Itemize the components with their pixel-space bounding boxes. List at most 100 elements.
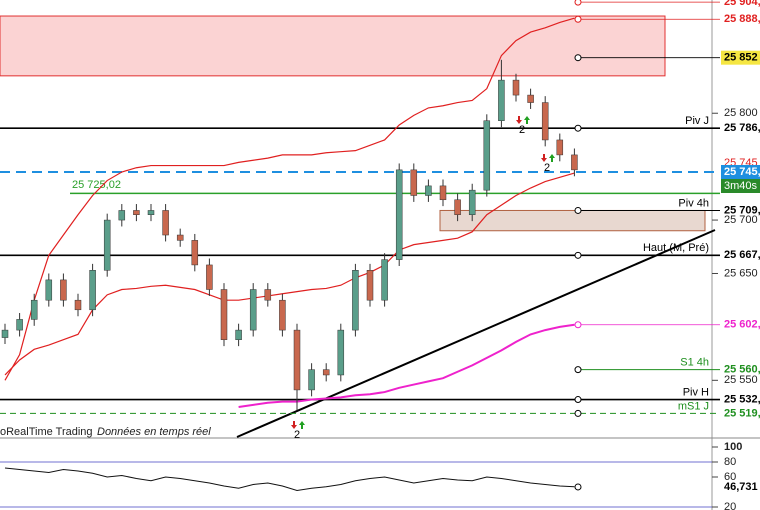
current-price: 25 745, (724, 166, 760, 178)
y-tick-label: 25 650 (724, 267, 758, 279)
candle-body (454, 199, 461, 215)
candle-body (16, 319, 23, 331)
y-tick-label: 25 800 (724, 107, 758, 119)
candle-body (45, 279, 53, 301)
level-marker (574, 124, 582, 132)
candle-body (322, 369, 330, 376)
candle-body (308, 369, 315, 391)
signal-arrow-down (516, 116, 522, 124)
level-marker (574, 206, 582, 214)
candle-body (556, 139, 564, 156)
marker-label: 25 852 (724, 52, 758, 64)
level-label: S1 4h (680, 357, 709, 369)
signal-arrow-down (541, 154, 547, 162)
marker-dot (574, 321, 582, 329)
candle-body (293, 329, 301, 391)
timer: 3m40s (724, 180, 758, 192)
candle-body (483, 120, 491, 191)
marker-dot (574, 54, 582, 62)
level-price: 25 786, (724, 122, 760, 134)
level-label: Haut (M, Pré) (643, 242, 709, 254)
reference-label: 25 725,02 (72, 179, 121, 191)
candle-body (366, 270, 374, 301)
candle-body (512, 79, 520, 96)
signal-label: 2 (294, 429, 300, 441)
candle-body (176, 234, 184, 241)
zone (439, 209, 706, 232)
candle-body (541, 102, 549, 141)
oscillator-line (4, 467, 575, 492)
marker-label: 25 602, (724, 319, 760, 331)
level-marker (574, 251, 582, 259)
candle-body (30, 299, 38, 320)
candle-body (468, 189, 476, 215)
source-note: Données en temps réel (97, 426, 211, 438)
candle-body (381, 259, 388, 301)
level-price: 25 667, (724, 249, 760, 261)
marker-dot (574, 15, 582, 23)
y-tick-label: 25 700 (724, 214, 758, 226)
candle-body (264, 289, 272, 301)
signal-arrow-down (291, 421, 297, 429)
level-price: 25 709, (724, 204, 760, 216)
candle-body (162, 210, 169, 236)
osc-tick-label: 100 (724, 441, 742, 453)
zone (0, 15, 666, 77)
marker-box (721, 50, 760, 65)
signal-label: 2 (519, 124, 525, 136)
candle-body (352, 270, 359, 331)
osc-marker (574, 483, 582, 491)
band (4, 172, 575, 376)
level-marker (574, 396, 582, 404)
level-marker (574, 409, 582, 417)
level-label: Piv H (683, 386, 709, 398)
osc-tick-label: 60 (724, 471, 736, 483)
candle-body (89, 270, 96, 311)
level-label: Piv 4h (678, 197, 709, 209)
level-price: 25 519, (724, 407, 760, 419)
current-price-box (721, 164, 760, 179)
candle-body (220, 289, 228, 340)
level-label: Piv J (685, 115, 709, 127)
candle-body (249, 289, 257, 331)
signal-arrow-up (549, 154, 555, 162)
level-price: 25 560, (724, 364, 760, 376)
marker-dot (574, 0, 582, 6)
candle-body (103, 219, 111, 271)
candle-body (74, 299, 82, 311)
marker-label: 25 888, (724, 13, 760, 25)
level-price: 25 532, (724, 393, 760, 405)
candle-body (395, 169, 403, 260)
osc-tick-label: 20 (724, 501, 736, 510)
timer-box (721, 178, 760, 193)
source: oRealTime Trading (0, 426, 93, 438)
candle-body (337, 329, 345, 376)
signal-arrow-up (524, 116, 530, 124)
level-label: mS1 J (678, 400, 709, 412)
candle-body (133, 210, 140, 215)
candle-body (410, 169, 418, 196)
osc-tick-label: 80 (724, 456, 736, 468)
candle-body (439, 185, 447, 201)
y-tick-label: 25 550 (724, 374, 758, 386)
level-marker (574, 366, 582, 374)
candle-body (498, 79, 505, 121)
candle-body (571, 154, 578, 171)
signal-label: 2 (544, 162, 550, 174)
band (4, 17, 575, 381)
candle-body (206, 264, 213, 290)
candle-body (60, 279, 67, 301)
candle-body (147, 210, 155, 215)
trendline (236, 229, 716, 438)
candle-body (425, 185, 432, 196)
candle-body (1, 329, 9, 338)
band (238, 323, 575, 409)
candle-body (527, 94, 534, 103)
candle-body (235, 329, 242, 340)
candle-body (191, 240, 199, 266)
osc-current: 46,731 (724, 481, 758, 493)
signal-arrow-up (299, 421, 305, 429)
marker-label: 25 904, (724, 0, 760, 8)
